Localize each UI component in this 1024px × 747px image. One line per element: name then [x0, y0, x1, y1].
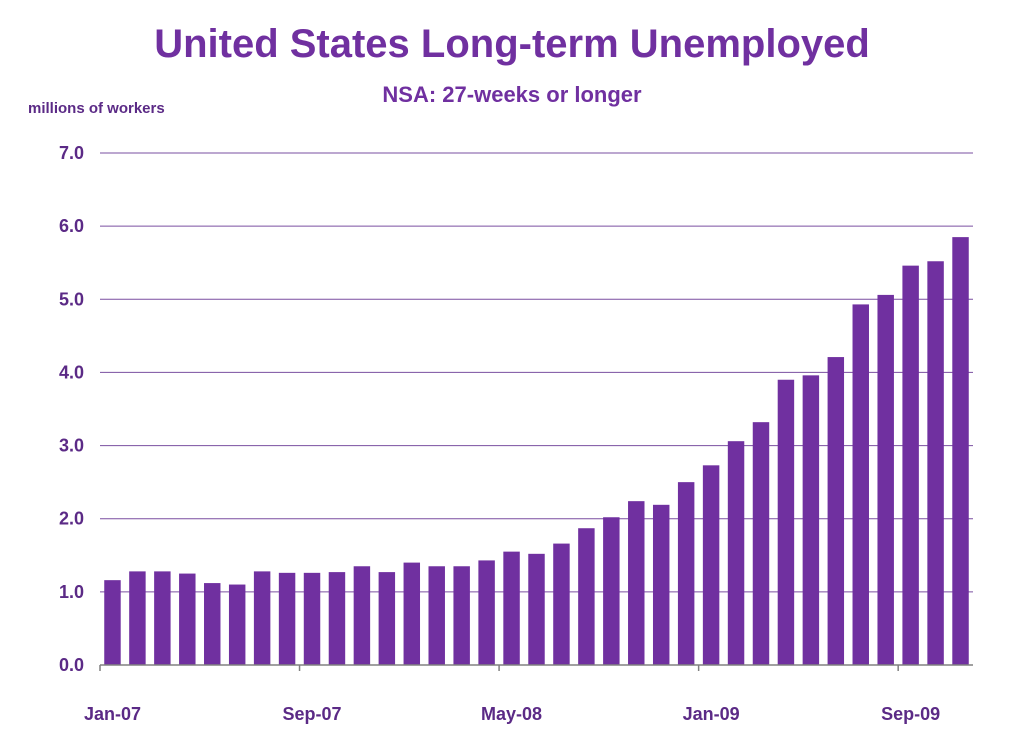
y-tick-label: 1.0 — [59, 582, 84, 602]
x-tick-label: Jan-07 — [84, 704, 141, 724]
bar — [852, 304, 869, 665]
x-tick-label: Sep-07 — [282, 704, 341, 724]
bar — [253, 571, 271, 665]
bar — [129, 571, 146, 665]
x-tick-label: Sep-09 — [881, 704, 940, 724]
bar — [179, 573, 196, 665]
bar — [777, 379, 795, 665]
bar — [902, 265, 919, 665]
y-tick-label: 4.0 — [59, 362, 84, 382]
bar — [553, 543, 570, 665]
bar — [428, 566, 445, 665]
bar — [927, 261, 944, 665]
bar — [578, 528, 595, 665]
bar — [453, 566, 470, 665]
y-tick-label: 3.0 — [59, 436, 84, 456]
y-axis-label: millions of workers — [28, 100, 165, 117]
y-tick-label: 5.0 — [59, 289, 84, 309]
bar — [303, 572, 321, 665]
bar — [603, 517, 620, 665]
bar — [802, 375, 820, 665]
y-tick-label: 0.0 — [59, 655, 84, 675]
bar — [353, 566, 371, 665]
bar — [328, 572, 346, 665]
bar — [478, 560, 495, 665]
chart-subtitle: NSA: 27-weeks or longer — [382, 82, 642, 107]
y-tick-label: 6.0 — [59, 216, 84, 236]
y-tick-label: 2.0 — [59, 509, 84, 529]
bar — [877, 294, 894, 665]
bar — [204, 583, 221, 665]
bar — [628, 501, 645, 665]
bar — [104, 580, 121, 665]
bar — [403, 562, 421, 665]
bar — [677, 482, 695, 665]
bar — [278, 572, 296, 665]
bar — [752, 422, 770, 665]
x-tick-label: May-08 — [481, 704, 542, 724]
bar — [827, 357, 845, 665]
bar — [528, 553, 545, 665]
bar — [228, 584, 246, 665]
bar — [154, 571, 171, 665]
chart-title: United States Long-term Unemployed — [154, 22, 870, 66]
bar — [503, 551, 520, 665]
bar — [952, 237, 969, 665]
bar — [652, 504, 670, 665]
bar — [727, 441, 745, 665]
y-tick-label: 7.0 — [59, 143, 84, 163]
bar — [702, 465, 720, 665]
x-tick-label: Jan-09 — [683, 704, 740, 724]
bar — [378, 572, 396, 665]
